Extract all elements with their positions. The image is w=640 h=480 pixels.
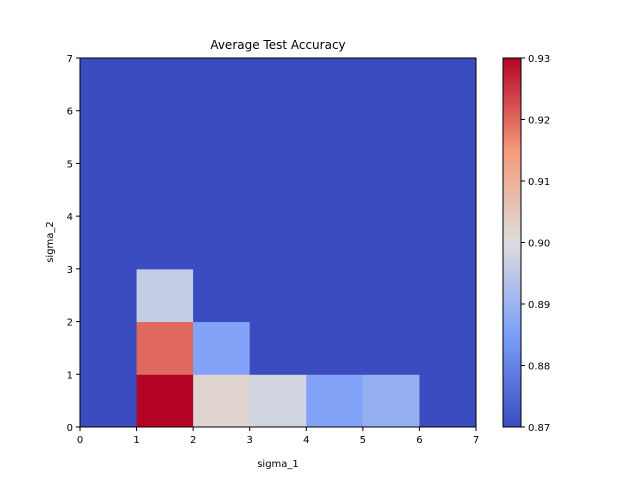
heatmap-cell [193,321,251,375]
x-tick-label: 7 [473,435,479,446]
colorbar-tick-label: 0.87 [528,423,550,434]
x-tick-label: 4 [303,435,309,446]
heatmap-cell [136,58,194,112]
colorbar-ticks: 0.87 0.88 0.89 0.90 0.91 0.92 0.93 [521,54,550,434]
heatmap-cell [362,374,420,428]
chart-title: Average Test Accuracy [210,38,345,52]
heatmap-cell [362,321,420,375]
x-axis-ticks: 0 1 2 3 4 5 6 7 [77,427,479,446]
heatmap-cell [362,268,420,323]
y-tick-label: 6 [67,107,73,118]
heatmap-cell [193,268,251,323]
colorbar-tick-label: 0.92 [528,116,550,127]
heatmap-cell [362,216,420,270]
heatmap-cell [362,58,420,112]
heatmap-cell [362,110,420,164]
y-axis-ticks: 0 1 2 3 4 5 6 7 [67,54,80,434]
x-tick-label: 1 [133,435,139,446]
heatmap-cell [362,163,420,217]
heatmap-cell [306,268,364,323]
heatmap-cell [249,268,307,323]
heatmap-cell [249,163,307,217]
heatmap-cell [193,163,251,217]
x-tick-label: 6 [416,435,422,446]
heatmap-cell [80,321,138,375]
heatmap-cell [249,216,307,270]
y-tick-label: 4 [67,212,73,223]
heatmap-cell [419,268,477,323]
heatmap-cell [136,374,194,428]
colorbar-tick-label: 0.93 [528,54,550,65]
heatmap-cell [249,374,307,428]
heatmap-cell [80,268,138,323]
y-tick-label: 7 [67,54,73,65]
heatmap-cell [306,163,364,217]
y-tick-label: 5 [67,159,73,170]
x-tick-label: 3 [247,435,253,446]
heatmap-cell [80,374,138,428]
heatmap-cell [136,268,194,323]
heatmap-cell [136,321,194,375]
heatmap-cells [80,58,477,428]
heatmap-cell [419,374,477,428]
y-tick-label: 0 [67,423,73,434]
heatmap-cell [306,321,364,375]
heatmap-cell [80,163,138,217]
x-axis-label: sigma_1 [257,459,299,470]
plot-frame [79,57,477,428]
heatmap-cell [193,374,251,428]
heatmap-cell [193,58,251,112]
heatmap-cell [419,216,477,270]
colorbar-tick-label: 0.89 [528,300,550,311]
colorbar-tick-label: 0.90 [528,239,550,250]
y-tick-label: 1 [67,370,73,381]
heatmap-cell [419,58,477,112]
x-tick-label: 2 [190,435,196,446]
heatmap-cell [136,216,194,270]
heatmap-cell [249,110,307,164]
heatmap-cell [306,374,364,428]
x-tick-label: 5 [360,435,366,446]
heatmap-cell [80,216,138,270]
heatmap-cell [136,163,194,217]
heatmap-cell [419,321,477,375]
colorbar [502,57,522,428]
heatmap-cell [249,58,307,112]
y-axis-label: sigma_2 [45,221,56,263]
colorbar-tick-label: 0.91 [528,177,550,188]
y-tick-label: 2 [67,318,73,329]
heatmap-cell [419,163,477,217]
heatmap-cell [80,110,138,164]
heatmap-cell [419,110,477,164]
heatmap-cell [80,58,138,112]
heatmap-cell [136,110,194,164]
colorbar-tick-label: 0.88 [528,362,550,373]
heatmap-cell [193,110,251,164]
heatmap-cell [249,321,307,375]
heatmap-cell [193,216,251,270]
heatmap-cell [306,58,364,112]
heatmap-cell [306,216,364,270]
heatmap-cell [306,110,364,164]
y-tick-label: 3 [67,265,73,276]
x-tick-label: 0 [77,435,83,446]
